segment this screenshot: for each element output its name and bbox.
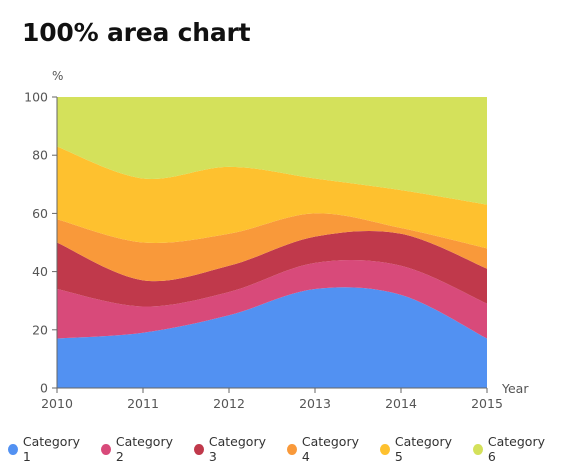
y-tick-label: 60 — [32, 206, 48, 221]
area-series-group — [57, 97, 487, 388]
axes-group: 0 20 40 60 80 100 2010 2011 2012 2013 2014 2015 — [24, 90, 503, 412]
legend-marker-icon — [473, 443, 483, 455]
legend-label: Category 2 — [115, 434, 173, 464]
legend-marker-icon — [8, 443, 18, 455]
area-chart: 0 20 40 60 80 100 2010 2011 2012 2013 2014 2015 % Y… — [24, 69, 529, 412]
legend-marker-icon — [380, 443, 390, 455]
legend-label: Category 4 — [301, 434, 359, 464]
x-tick-label: 2011 — [127, 396, 159, 411]
legend-marker-icon — [101, 443, 111, 455]
y-tick-label: 80 — [32, 148, 48, 163]
area-series-1 — [57, 287, 487, 388]
legend-label: Category 1 — [22, 434, 80, 464]
legend-item[interactable]: Category 5 — [380, 434, 457, 464]
legend-item[interactable]: Category 4 — [287, 434, 364, 464]
legend-marker-icon — [287, 443, 297, 455]
legend-item[interactable]: Category 2 — [101, 434, 178, 464]
area-series-3 — [57, 230, 487, 307]
legend-marker-icon — [194, 443, 204, 455]
x-tick-label: 2014 — [385, 396, 417, 411]
legend: Category 1 Category 2 Category 3 Category 4… — [8, 434, 566, 464]
x-tick-label: 2010 — [41, 396, 73, 411]
x-axis-label: Year — [501, 381, 529, 396]
chart-title: 100% area chart — [22, 18, 251, 47]
area-series-2 — [57, 260, 487, 339]
legend-label: Category 6 — [487, 434, 545, 464]
y-tick-label: 100 — [24, 90, 48, 105]
x-tick-label: 2012 — [213, 396, 245, 411]
legend-item[interactable]: Category 3 — [194, 434, 271, 464]
y-tick-label: 40 — [32, 264, 48, 279]
y-tick-label: 20 — [32, 322, 48, 337]
x-tick-label: 2015 — [471, 396, 503, 411]
legend-item[interactable]: Category 1 — [8, 434, 85, 464]
legend-label: Category 3 — [208, 434, 266, 464]
x-tick-label: 2013 — [299, 396, 331, 411]
legend-item[interactable]: Category 6 — [473, 434, 550, 464]
y-tick-label: 0 — [40, 381, 48, 396]
legend-label: Category 5 — [394, 434, 452, 464]
area-series-4 — [57, 213, 487, 282]
y-axis-unit-label: % — [52, 69, 63, 83]
area-series-5 — [57, 146, 487, 249]
area-series-6 — [57, 97, 487, 205]
